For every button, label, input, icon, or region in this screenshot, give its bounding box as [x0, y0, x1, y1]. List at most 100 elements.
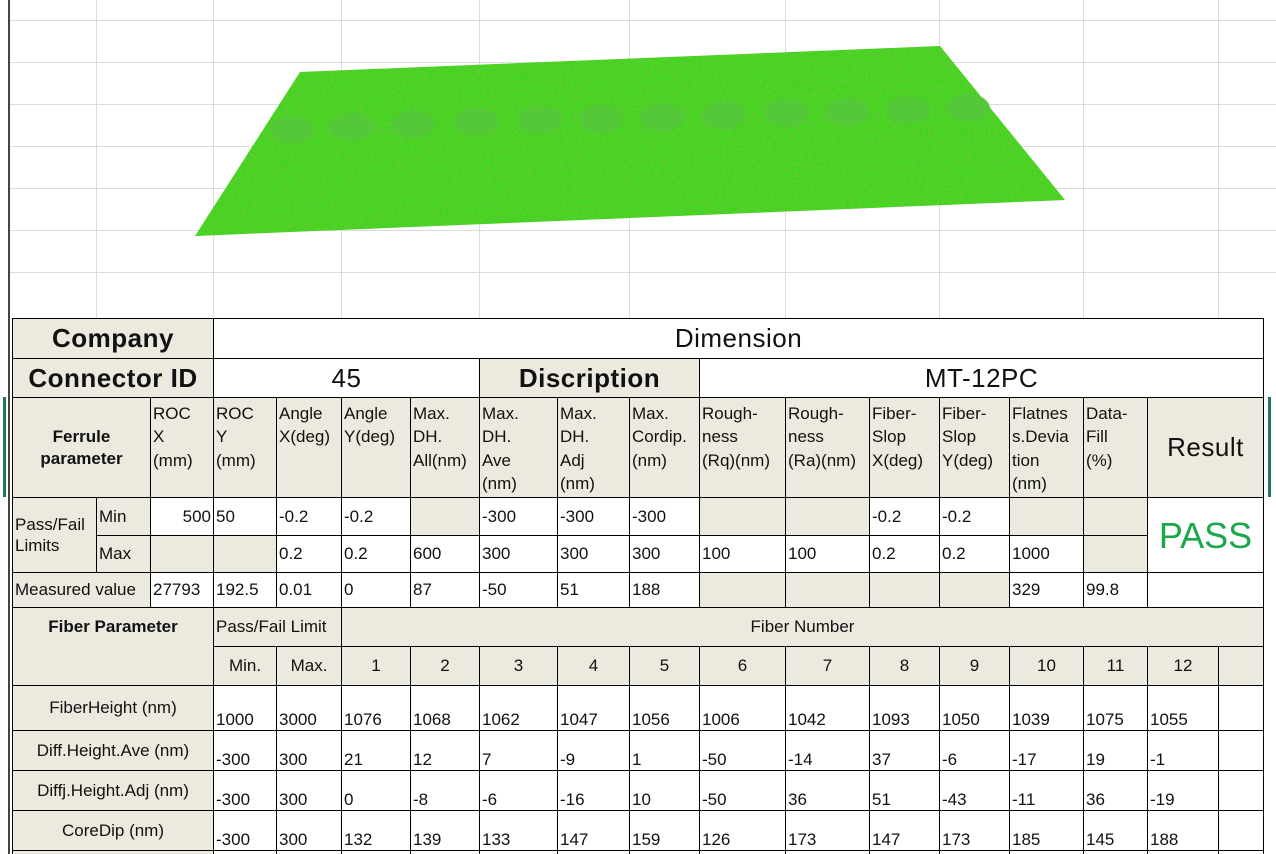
value-cell: 188: [1147, 810, 1219, 851]
row-label: FiberHeight (nm): [12, 685, 214, 731]
column-header: Angle X(deg): [276, 397, 342, 498]
value-cell: 300: [276, 730, 342, 771]
value-cell: -43: [939, 770, 1010, 811]
value-cell: 185: [1009, 810, 1084, 851]
value-cell: 1050: [939, 685, 1010, 731]
value-cell: -300: [479, 497, 558, 536]
value-cell: 1006: [699, 685, 786, 731]
value-cell: 300: [276, 770, 342, 811]
label-cell: Min: [96, 497, 151, 536]
value-cell: 36: [785, 770, 870, 811]
value-cell: 1075: [1083, 685, 1148, 731]
value-cell: 10: [629, 770, 700, 811]
empty-cell: [213, 850, 277, 854]
value-cell: 12: [410, 730, 480, 771]
label-cell: Result: [1147, 397, 1264, 498]
value-cell: 99.8: [1083, 572, 1148, 608]
value-cell: Dimension: [213, 318, 1264, 359]
selection-marker: [1268, 397, 1271, 497]
empty-cell: [869, 850, 940, 854]
value-cell: 0.2: [939, 535, 1010, 573]
fiber-number: 3: [479, 646, 558, 686]
fiber-number: 10: [1009, 646, 1084, 686]
value-cell: 147: [557, 810, 630, 851]
value-cell: [785, 572, 870, 608]
value-cell: 133: [479, 810, 558, 851]
value-cell: [785, 497, 870, 536]
column-header: Max. DH. Ave (nm): [479, 397, 558, 498]
empty-cell: [629, 850, 700, 854]
empty-cell: [479, 850, 558, 854]
value-cell: -50: [699, 730, 786, 771]
selection-marker: [3, 397, 6, 497]
value-cell: 36: [1083, 770, 1148, 811]
empty-cell: [410, 850, 480, 854]
value-cell: 1: [629, 730, 700, 771]
fiber-number: 8: [869, 646, 940, 686]
value-cell: 27793: [150, 572, 214, 608]
value-cell: 7: [479, 730, 558, 771]
label-cell: Max.: [276, 646, 342, 686]
value-cell: 1076: [341, 685, 411, 731]
value-cell: 126: [699, 810, 786, 851]
value-cell: -14: [785, 730, 870, 771]
empty-cell: [1218, 730, 1264, 771]
sheet-gridline: [96, 0, 97, 318]
fiber-number: 9: [939, 646, 1010, 686]
label-cell: Discription: [479, 358, 700, 398]
sheet-gridline: [10, 230, 1276, 231]
value-cell: -300: [213, 810, 277, 851]
value-cell: 100: [785, 535, 870, 573]
value-cell: -9: [557, 730, 630, 771]
value-cell: 329: [1009, 572, 1084, 608]
value-cell: -6: [939, 730, 1010, 771]
value-cell: 0.2: [276, 535, 342, 573]
value-cell: [939, 572, 1010, 608]
value-cell: -0.2: [276, 497, 342, 536]
value-cell: 87: [410, 572, 480, 608]
value-cell: 300: [629, 535, 700, 573]
value-cell: [699, 497, 786, 536]
value-cell: 1042: [785, 685, 870, 731]
label-cell: Measured value: [12, 572, 151, 608]
value-cell: [1083, 535, 1148, 573]
value-cell: 300: [276, 810, 342, 851]
empty-cell: [1147, 572, 1264, 608]
value-cell: -6: [479, 770, 558, 811]
value-cell: 19: [1083, 730, 1148, 771]
empty-cell: [341, 850, 411, 854]
value-cell: 1000: [213, 685, 277, 731]
empty-cell: [699, 850, 786, 854]
empty-cell: [939, 850, 1010, 854]
label-cell: Fiber Parameter: [12, 607, 214, 686]
value-cell: 173: [939, 810, 1010, 851]
fiber-number: 1: [341, 646, 411, 686]
empty-cell: [276, 850, 342, 854]
fiber-number: 11: [1083, 646, 1148, 686]
value-cell: -17: [1009, 730, 1084, 771]
label-cell: Min.: [213, 646, 277, 686]
empty-cell: [1218, 810, 1264, 851]
fiber-number: 5: [629, 646, 700, 686]
value-cell: 45: [213, 358, 480, 398]
value-cell: 600: [410, 535, 480, 573]
value-cell: 1000: [1009, 535, 1084, 573]
value-cell: 1047: [557, 685, 630, 731]
label-cell: Fiber Number: [341, 607, 1264, 647]
value-cell: 300: [557, 535, 630, 573]
value-cell: 0.01: [276, 572, 342, 608]
label-cell: Connector ID: [12, 358, 214, 398]
label-cell: Company: [12, 318, 214, 359]
value-cell: [699, 572, 786, 608]
value-cell: [1083, 497, 1148, 536]
value-cell: [150, 535, 214, 573]
column-header: ROC X (mm): [150, 397, 214, 498]
value-cell: [869, 572, 940, 608]
value-cell: -300: [557, 497, 630, 536]
result-cell: PASS: [1147, 497, 1264, 573]
value-cell: -11: [1009, 770, 1084, 811]
value-cell: 37: [869, 730, 940, 771]
sheet-border: [8, 0, 10, 854]
